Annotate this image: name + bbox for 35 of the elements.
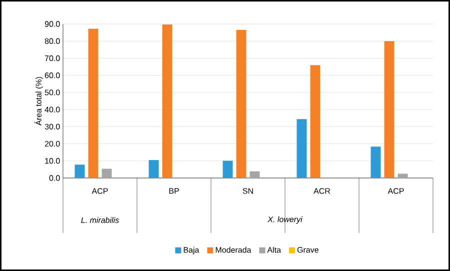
bar: [162, 24, 172, 178]
legend-label: Alta: [267, 246, 282, 253]
x-tick-label: SN: [242, 188, 253, 194]
bar: [222, 160, 233, 178]
bar: [102, 168, 112, 178]
x-tick-label: ACP: [388, 188, 404, 194]
bar: [88, 28, 98, 178]
bar: [296, 119, 307, 178]
bar: [236, 30, 246, 178]
y-tick-label: 10.0: [45, 158, 60, 164]
y-tick-label: 80.0: [44, 38, 60, 44]
y-tick-label: 70.0: [44, 55, 60, 62]
legend-label: Grave: [297, 246, 318, 253]
x-tick-label: ACR: [314, 188, 330, 194]
y-tick-label: 20.0: [44, 140, 60, 147]
bar: [148, 160, 159, 178]
y-tick-label: 60.0: [44, 72, 60, 78]
legend-label: Moderada: [216, 246, 252, 253]
y-tick-label: 30.0: [44, 124, 60, 130]
text: X. loweryi: [268, 216, 303, 224]
bar: [398, 174, 408, 178]
bar: [74, 164, 85, 178]
x-tick-label: ACP: [92, 188, 108, 194]
bar: [310, 65, 320, 178]
y-tick-label: 0.0: [49, 175, 60, 181]
x-tick-label: BP: [169, 188, 179, 194]
legend-label: Baja: [184, 246, 200, 254]
bar: [384, 41, 394, 178]
text: L. mirabilis: [81, 217, 119, 223]
bar: [250, 171, 260, 178]
y-axis-title: Área total (%): [34, 77, 44, 126]
y-tick-label: 50.0: [44, 90, 60, 96]
y-tick-label: 90.0: [44, 21, 60, 27]
y-tick-label: 40.0: [44, 106, 60, 112]
bar: [370, 146, 381, 178]
